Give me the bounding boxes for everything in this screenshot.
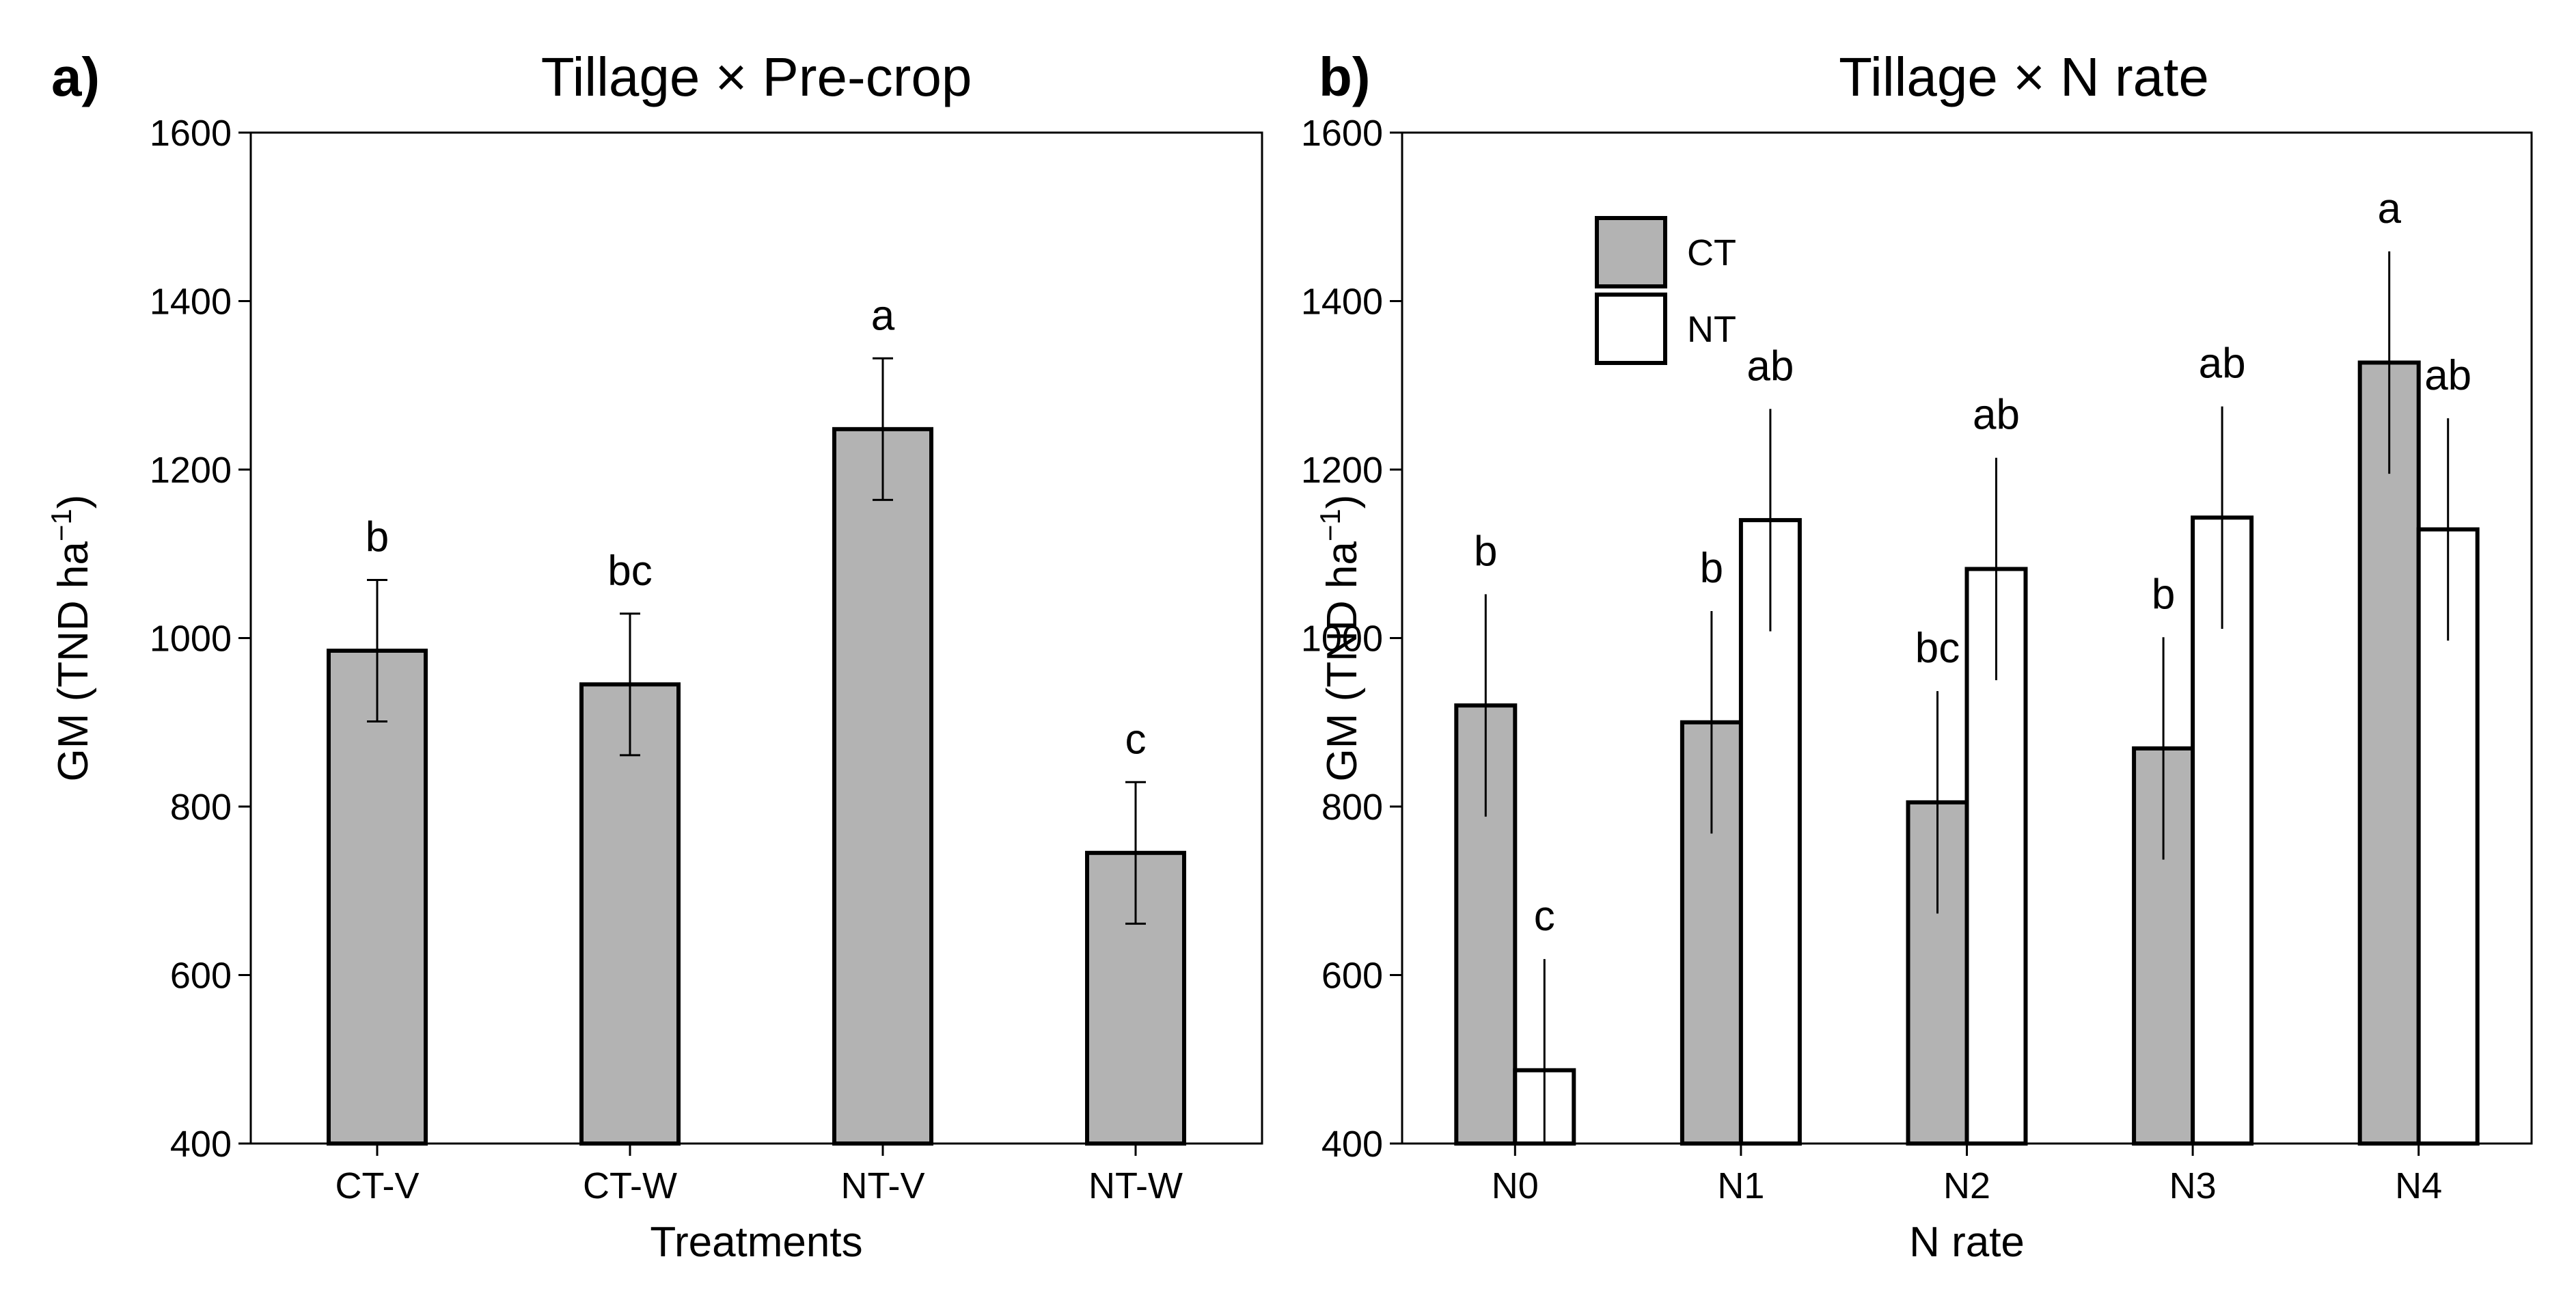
panel-a-tillage-precrop: 400 600 800 1000 1200 1400 1600 CT-V CT-W NT-V NT-… [45, 46, 1263, 1266]
significance-letter: a [871, 292, 895, 339]
y-tick-label: 600 [1321, 956, 1383, 997]
x-axis-title: Treatments [650, 1219, 862, 1266]
significance-letter: ab [2424, 352, 2471, 399]
bar-ct-n4 [2357, 360, 2421, 1146]
panel-title: Tillage × N rate [1839, 46, 2209, 107]
y-tick-label: 400 [170, 1124, 232, 1165]
y-axis-title-close: ) [1319, 495, 1366, 509]
significance-letter: a [2377, 185, 2401, 232]
y-axis-title-superscript: −1 [1314, 509, 1346, 541]
significance-letter: c [1534, 893, 1555, 940]
y-axis-title-main: GM (TND ha [50, 541, 97, 782]
legend-label-ct: CT [1687, 232, 1736, 273]
y-tick-label: 1600 [1301, 113, 1383, 154]
significance-letter: b [366, 513, 389, 560]
y-tick-label: 1400 [1301, 282, 1383, 323]
panel-title: Tillage × Pre-crop [541, 46, 972, 107]
x-tick-label: N0 [1492, 1165, 1539, 1206]
significance-letter: bc [607, 547, 652, 595]
bar-gm-nt-v [832, 427, 933, 1146]
x-tick-label: CT-W [583, 1165, 677, 1206]
y-axis-title-close: ) [50, 495, 97, 509]
significance-letter: b [1700, 545, 1723, 592]
y-tick-label: 800 [170, 787, 232, 828]
x-axis-title: N rate [1909, 1219, 2025, 1266]
bar-gm-ct-w [579, 682, 681, 1146]
significance-letter: b [1474, 528, 1497, 575]
x-tick-label: N1 [1717, 1165, 1764, 1206]
y-tick-label: 1200 [1301, 450, 1383, 491]
x-tick-label: NT-W [1088, 1165, 1183, 1206]
x-tick-label: N2 [1943, 1165, 1990, 1206]
significance-letter: bc [1915, 625, 1960, 672]
significance-letter: ab [2199, 340, 2246, 388]
y-tick-label: 400 [1321, 1124, 1383, 1165]
significance-letter: b [2152, 571, 2175, 618]
y-tick-label: 1000 [150, 619, 232, 660]
y-tick-label: 600 [170, 956, 232, 997]
panel-tag: b) [1319, 46, 1371, 107]
x-tick-label: NT-V [840, 1165, 924, 1206]
significance-letter: ab [1973, 392, 2020, 439]
x-tick-label: CT-V [335, 1165, 419, 1206]
bar-gm-ct-v [327, 648, 428, 1146]
legend-swatch-ct [1595, 216, 1667, 288]
significance-letter: ab [1746, 342, 1794, 390]
x-tick-label: N4 [2395, 1165, 2442, 1206]
y-axis-title: GM (TND ha−1) [1314, 495, 1366, 782]
significance-letter: c [1125, 716, 1147, 763]
y-axis-title-superscript: −1 [45, 509, 77, 541]
y-axis-title-main: GM (TND ha [1319, 541, 1366, 782]
y-tick-label: 800 [1321, 787, 1383, 828]
y-tick-label: 1000 [1301, 619, 1383, 660]
y-tick-label: 1200 [150, 450, 232, 491]
panel-tag: a) [51, 46, 100, 107]
x-tick-label: N3 [2169, 1165, 2217, 1206]
y-axis-title: GM (TND ha−1) [45, 495, 97, 782]
y-tick-label: 1600 [150, 113, 232, 154]
legend-label-nt: NT [1687, 309, 1736, 350]
legend-swatch-nt [1595, 293, 1667, 365]
y-tick-label: 1400 [150, 282, 232, 323]
